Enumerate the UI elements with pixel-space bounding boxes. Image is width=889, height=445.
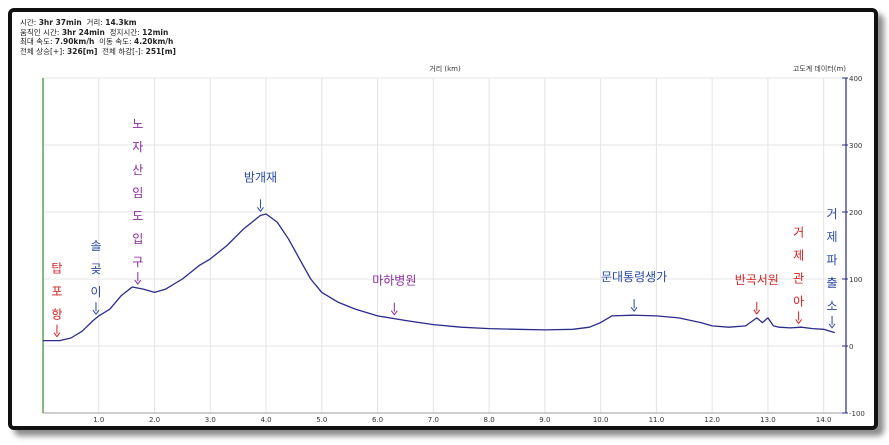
x-tick-label: 5.0 xyxy=(316,416,327,424)
stats-row-elevation: 전체 상승[+]: 326[m] 전체 하강[-]: 251[m] xyxy=(20,47,176,57)
avg-speed-value: 4.20km/h xyxy=(133,37,174,46)
x-ticks: 1.0 2.0 3.0 4.0 5.0 6.0 7.0 8.0 9.0 10.0 11.0 12.0 1… xyxy=(93,416,831,424)
distance-value: 14.3km xyxy=(105,18,137,27)
annotation-arrowhead xyxy=(53,332,61,338)
y-tick-label: 300 xyxy=(849,142,862,150)
series-layer xyxy=(43,213,835,342)
y-tick-label: 200 xyxy=(849,209,862,217)
stats-row-moving: 움직인 시간: 3hr 24min 정지시간: 12min xyxy=(20,28,176,38)
annotation-arrowhead xyxy=(753,309,761,315)
moving-time-value: 3hr 24min xyxy=(61,27,105,37)
avg-speed-label: 이동 속도: xyxy=(99,37,132,46)
time-label: 시간: xyxy=(20,18,37,27)
y-tick-label: 100 xyxy=(849,276,862,284)
y-tick-label: 0 xyxy=(849,343,853,351)
descent-value: 251[m] xyxy=(145,46,176,56)
axes xyxy=(42,77,848,414)
track-stats: 시간: 3hr 37min 거리: 14.3km 움직인 시간: 3hr 24m… xyxy=(20,18,176,56)
distance-label: 거리: xyxy=(86,18,103,27)
annotation-arrowhead xyxy=(92,309,100,316)
max-speed-label: 최대 속도: xyxy=(20,37,53,46)
x-axis-label: 거리 (km) xyxy=(429,64,461,73)
annotation-arrowhead xyxy=(134,279,142,285)
annotation-arrowhead xyxy=(828,323,836,329)
descent-label: 전체 하강[-]: xyxy=(102,46,144,56)
annotation-arrowhead xyxy=(390,310,398,316)
y-tick-label: -100 xyxy=(849,410,865,418)
stop-time-value: 12min xyxy=(142,27,169,37)
annotation-label: 반곡서원 xyxy=(735,273,779,287)
x-tick-label: 4.0 xyxy=(260,416,271,424)
y-tick-label: 400 xyxy=(849,75,862,83)
annotation-label: 마하병원 xyxy=(372,274,416,288)
x-tick-label: 1.0 xyxy=(93,416,104,424)
elevation-line xyxy=(43,213,835,342)
grid-lines xyxy=(43,77,846,414)
annotation-arrowhead xyxy=(630,306,638,313)
x-tick-label: 2.0 xyxy=(149,416,160,424)
annotation-arrowhead xyxy=(795,319,803,325)
stats-row-speed: 최대 속도: 7.90km/h 이동 속도: 4.20km/h xyxy=(20,37,176,47)
x-tick-label: 8.0 xyxy=(484,416,495,424)
ascent-label: 전체 상승[+]: xyxy=(20,46,65,56)
x-tick-label: 7.0 xyxy=(428,416,439,424)
stop-time-label: 정지시간: xyxy=(109,27,140,37)
x-tick-label: 10.0 xyxy=(593,416,609,424)
annotation-arrowhead xyxy=(257,207,264,213)
x-tick-label: 9.0 xyxy=(539,416,550,424)
x-tick-label: 14.0 xyxy=(816,416,832,424)
x-tick-label: 6.0 xyxy=(372,416,383,424)
y-ticks: 400 300 200 100 0 -100 xyxy=(849,75,865,418)
x-tick-label: 3.0 xyxy=(205,416,216,424)
x-tick-label: 11.0 xyxy=(649,416,665,424)
y-axis-label: 고도계 데이터(m) xyxy=(793,64,846,73)
time-value: 3hr 37min xyxy=(38,18,82,27)
x-tick-label: 12.0 xyxy=(704,416,720,424)
ascent-value: 326[m] xyxy=(67,46,98,56)
x-tick-label: 13.0 xyxy=(760,416,776,424)
stats-row-time: 시간: 3hr 37min 거리: 14.3km xyxy=(20,18,176,28)
annotation-label: 문대통령생가 xyxy=(601,270,667,284)
max-speed-value: 7.90km/h xyxy=(54,37,95,46)
moving-time-label: 움직인 시간: xyxy=(20,27,60,37)
annotation-label: 밤개재 xyxy=(244,170,277,184)
